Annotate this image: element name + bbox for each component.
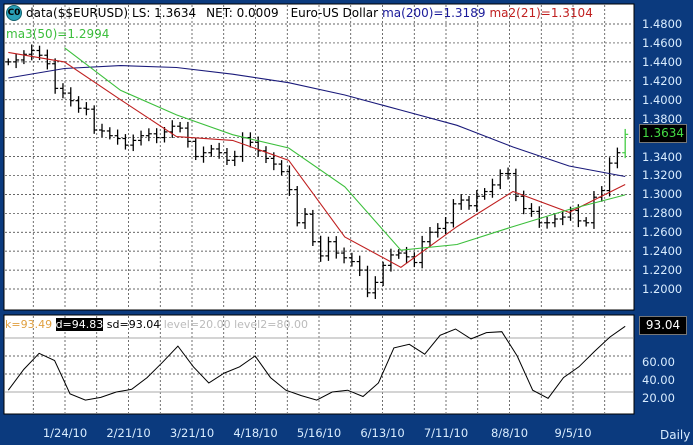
timeframe-label[interactable]: Daily [660, 428, 691, 442]
last-stochastic-marker: 93.04 [639, 316, 687, 335]
instrument-name: Euro-US Dollar [290, 6, 379, 20]
date-tick-label: 7/11/10 [423, 426, 469, 440]
ma50-label: ma3(50)=1.2994 [6, 27, 110, 41]
date-tick-label: 3/21/10 [169, 426, 215, 440]
price-tick-label: 1.3400 [642, 149, 683, 164]
stochastic-header: k=93.49 d=94.83 sd=93.04 level=20.00 lev… [5, 318, 308, 331]
price-tick-label: 1.4200 [642, 73, 683, 88]
price-tick-label: 1.4600 [642, 35, 683, 50]
price-tick-label: 1.2800 [642, 206, 683, 221]
level-value: level=20.00 [163, 318, 231, 331]
date-tick-label: 4/18/10 [233, 426, 278, 440]
date-tick-label: 6/13/10 [360, 426, 405, 440]
price-tick-label: 1.4800 [642, 17, 683, 31]
stochastic-tick-label: 20.00 [642, 391, 675, 405]
price-tick-label: 1.2000 [642, 282, 683, 297]
ma-line-ma3(50) [64, 47, 626, 251]
chart-header: C0 data($$EURUSD) LS: 1.3634 NET: 0.0009… [6, 5, 593, 21]
date-tick-label: 2/21/10 [106, 426, 151, 440]
last-value: LS: 1.3634 [132, 6, 197, 20]
net-change: NET: 0.0009 [206, 6, 279, 20]
price-tick-label: 1.3800 [642, 111, 683, 126]
price-tick-label: 1.2400 [642, 244, 683, 259]
price-tick-label: 1.2200 [642, 263, 683, 278]
symbol-label: data($$EURUSD) [26, 6, 129, 20]
sd-value: sd=93.04 [106, 318, 161, 331]
d-value: d=94.83 [55, 318, 104, 331]
ma-line-ma2(21) [8, 51, 626, 268]
symbol-icon[interactable]: C0 [6, 5, 22, 21]
stochastic-tick-label: 60.00 [642, 355, 675, 369]
date-tick-label: 5/16/10 [296, 426, 342, 440]
price-tick-label: 1.3000 [642, 187, 683, 202]
price-tick-label: 1.4000 [642, 92, 683, 107]
grid [5, 5, 633, 413]
price-series [5, 44, 629, 299]
date-tick-label: 1/24/10 [42, 426, 88, 440]
ma-line-ma(200) [8, 65, 626, 178]
stochastic-series [7, 325, 626, 401]
moving-averages [8, 47, 626, 268]
date-tick-label: 8/8/10 [491, 426, 529, 440]
price-tick-label: 1.2600 [642, 225, 683, 240]
stochastic-tick-label: 40.00 [642, 373, 675, 387]
k-value: k=93.49 [5, 318, 53, 331]
date-tick-label: 9/5/10 [554, 426, 592, 440]
level2-value: level2=80.00 [234, 318, 308, 331]
price-tick-label: 1.3200 [642, 168, 683, 183]
ma21-label: ma2(21)=1.3104 [489, 6, 593, 20]
stochastic-line [7, 325, 626, 401]
last-price-marker: 1.3634 [639, 124, 687, 143]
ma200-label: ma(200)=1.3189 [382, 6, 486, 20]
price-tick-label: 1.4400 [642, 54, 683, 69]
